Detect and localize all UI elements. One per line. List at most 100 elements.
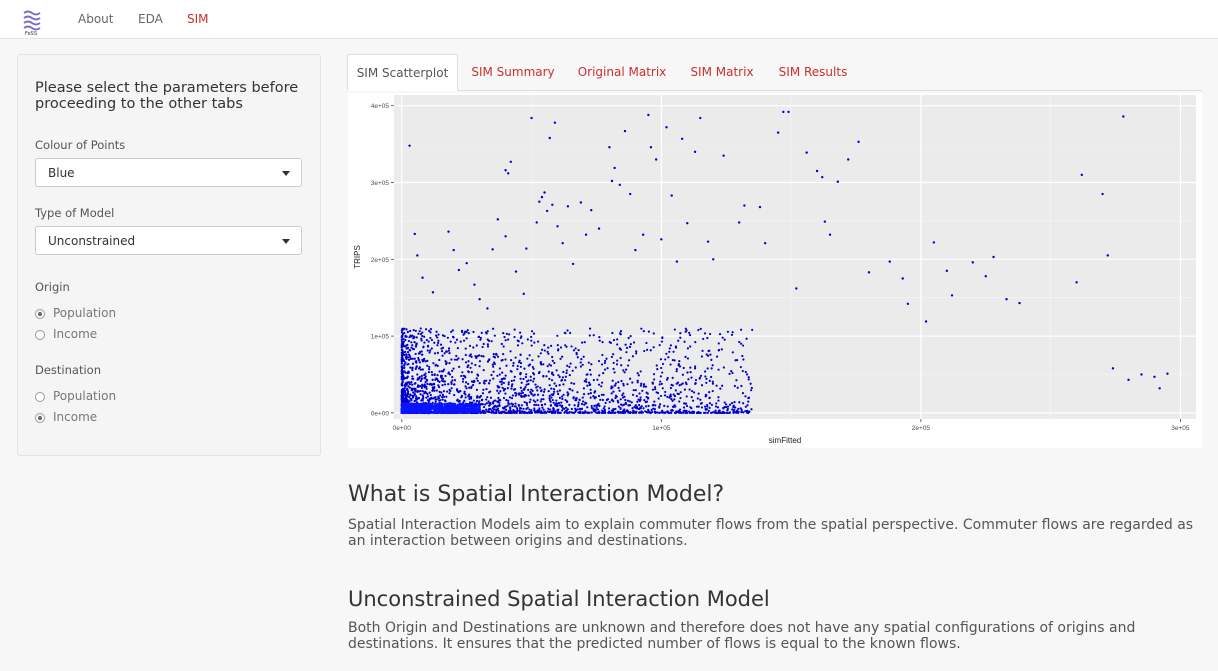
data-point [688,388,691,391]
data-point [455,358,459,361]
data-point [723,338,726,341]
data-point [671,376,674,379]
data-point [631,393,635,396]
tab-original-matrix[interactable]: Original Matrix [577,65,667,79]
data-point [567,392,570,395]
data-point [668,396,671,399]
model-label: Type of Model [35,206,115,220]
data-point [419,368,423,371]
data-point [437,397,440,400]
data-point [481,403,484,406]
tab-sim-matrix[interactable]: SIM Matrix [690,65,754,79]
data-point [421,394,424,397]
data-point [711,364,714,367]
data-point [707,409,710,413]
data-point [624,402,628,406]
data-point [414,367,417,371]
data-point [589,373,592,376]
data-point [558,375,561,379]
data-point [413,232,416,236]
data-point [404,350,407,354]
nav-link-about[interactable]: About [78,12,114,26]
data-point [739,365,742,369]
data-point [526,357,529,360]
data-point [401,410,404,414]
data-point [570,407,573,411]
data-point [447,383,450,386]
data-point [708,402,712,405]
data-point [669,363,672,366]
nav-link-sim[interactable]: SIM [187,12,209,26]
data-point [445,395,448,398]
data-point [530,330,534,333]
data-point [530,392,533,396]
data-point [453,379,457,382]
data-point [557,401,561,405]
data-point [518,411,522,414]
radio-unchecked-icon[interactable] [35,392,45,402]
data-point [640,382,643,385]
data-point [486,396,489,399]
data-point [490,373,493,377]
data-point [534,383,537,386]
data-point [589,383,592,386]
data-point [437,395,440,398]
data-point [564,331,567,335]
data-point [653,378,656,381]
data-point [400,400,404,403]
data-point [458,408,461,412]
data-point [603,411,606,414]
data-point [452,402,456,406]
model-select[interactable]: Unconstrained [35,226,302,255]
colour-select[interactable]: Blue [35,158,302,187]
nav-link-eda[interactable]: EDA [138,12,163,26]
radio-checked-icon[interactable] [35,413,45,423]
data-point [488,404,491,407]
data-point [558,396,562,400]
data-point [694,382,697,385]
data-point [428,398,432,401]
data-point [710,403,714,406]
data-point [407,339,410,343]
radio-unchecked-icon[interactable] [35,330,45,340]
data-point [435,389,438,392]
data-point [480,354,483,358]
data-point [704,411,707,414]
data-point [470,362,473,365]
data-point [690,396,693,399]
data-point [500,378,503,381]
data-point [548,136,551,140]
tab-sim-scatterplot[interactable]: SIM Scatterplot [347,54,458,91]
data-point [622,392,625,395]
data-point [642,383,645,386]
data-point [675,370,678,373]
data-point [496,218,500,221]
data-point [401,382,404,385]
data-point [455,408,458,412]
data-point [443,402,447,406]
data-point [659,403,662,406]
data-point [1106,254,1109,257]
data-point [451,329,454,332]
data-point [478,400,481,403]
data-point [419,393,422,396]
data-point [717,342,720,345]
tab-sim-summary[interactable]: SIM Summary [471,65,555,79]
data-point [430,383,433,386]
data-point [726,411,729,414]
data-point [631,411,634,414]
data-point [620,379,623,383]
data-point [429,393,432,397]
radio-checked-icon[interactable] [35,309,45,319]
tab-sim-results[interactable]: SIM Results [778,65,848,79]
data-point [410,408,414,411]
data-point [532,332,536,335]
data-point [494,405,497,408]
chevron-down-icon [282,171,290,176]
data-point [437,333,440,336]
data-point [421,368,424,371]
data-point [507,172,510,175]
data-point [404,335,407,338]
app-logo-icon[interactable] [22,9,42,35]
data-point [693,367,697,370]
